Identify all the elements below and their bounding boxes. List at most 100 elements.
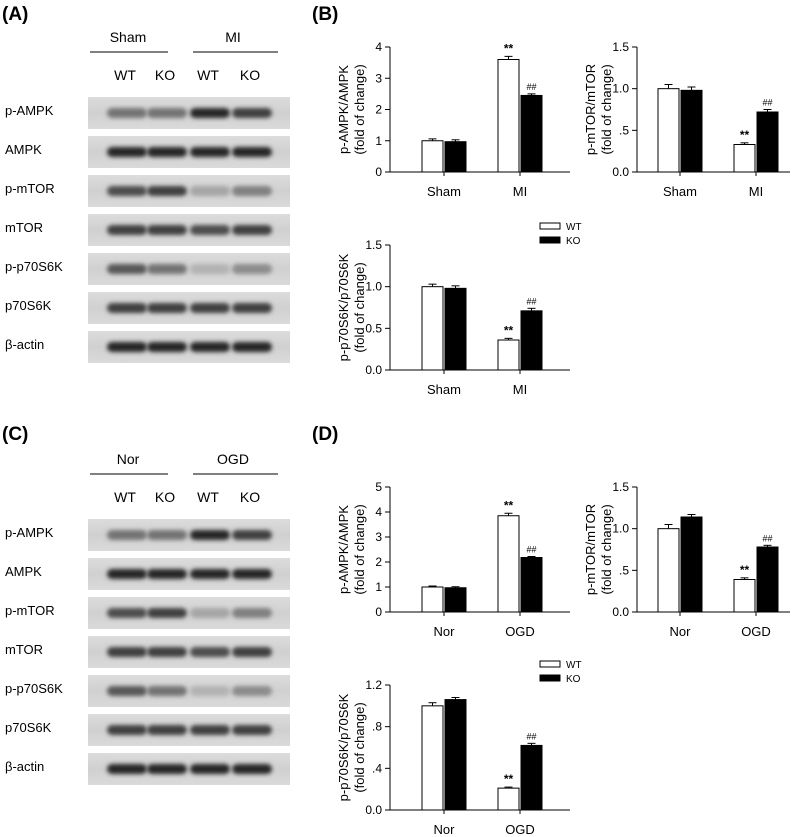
blot-band <box>190 764 230 774</box>
blot-row-label: p-mTOR <box>5 603 55 618</box>
blot-row-label: β-actin <box>5 337 44 352</box>
y-tick-label: 1.0 <box>365 280 382 294</box>
bar <box>657 88 680 173</box>
bar <box>421 140 444 173</box>
blot-band <box>232 686 272 696</box>
y-tick-label: 0.0 <box>612 165 629 179</box>
blot-band <box>107 725 147 735</box>
blot-band <box>147 342 187 352</box>
y-tick-label: 0 <box>375 605 382 619</box>
bar <box>520 744 543 811</box>
y-axis-label: (fold of change) <box>352 64 367 154</box>
legend-d: WT KO <box>539 660 582 685</box>
bar <box>756 546 779 613</box>
y-tick-label: 0 <box>375 165 382 179</box>
group-label: Nor <box>117 451 140 467</box>
y-tick-label: 1.5 <box>612 40 629 54</box>
blot-band <box>147 530 187 540</box>
y-axis-label: p-p70S6K/p70S6K <box>336 693 351 801</box>
y-tick-label: 0.0 <box>365 363 382 377</box>
legend-swatch <box>539 660 561 668</box>
panel-label-c: (C) <box>2 424 28 445</box>
blot-row-label: β-actin <box>5 759 44 774</box>
significance-label: ** <box>504 772 514 786</box>
group-label: Sham <box>110 29 147 45</box>
x-tick-label: Nor <box>434 624 456 639</box>
blot-band <box>232 530 272 540</box>
y-axis-label: p-p70S6K/p70S6K <box>336 253 351 361</box>
blot-band <box>232 342 272 352</box>
significance-label: ## <box>526 296 536 306</box>
blot-band <box>107 764 147 774</box>
y-tick-label: .5 <box>619 563 629 577</box>
blot-band <box>232 108 272 118</box>
blot-row-label: p-p70S6K <box>5 681 63 696</box>
significance-label: ** <box>740 128 750 142</box>
legend-swatch <box>539 236 561 244</box>
bar <box>733 144 756 173</box>
blot-band <box>147 264 187 274</box>
bar <box>497 59 520 173</box>
y-tick-label: 5 <box>375 480 382 494</box>
y-axis-label: p-AMPK/AMPK <box>336 505 351 594</box>
x-tick-label: Sham <box>427 184 461 199</box>
blot-band <box>190 147 230 157</box>
blot-band <box>147 647 187 657</box>
blot-band <box>107 530 147 540</box>
bar <box>497 515 520 613</box>
bar <box>733 579 756 613</box>
y-tick-label: .4 <box>372 761 382 775</box>
blot-row-label: p70S6K <box>5 720 52 735</box>
x-tick-label: Nor <box>670 624 692 639</box>
lane-label: KO <box>155 489 175 505</box>
chart-d-p-ampk: 0 1 2 3 4 5 p-AMPK/AMPK (fold of change) Nor OGD *… <box>336 480 570 639</box>
bar <box>421 286 444 371</box>
lane-label: WT <box>197 489 219 505</box>
y-axis-label: (fold of change) <box>352 262 367 352</box>
x-tick-label: MI <box>513 382 527 397</box>
y-axis-label: (fold of change) <box>599 64 614 154</box>
bar <box>444 287 467 371</box>
blot-band <box>147 764 187 774</box>
blot-band <box>107 647 147 657</box>
chart-b-p-ampk: 0 1 2 3 4 p-AMPK/AMPK (fold of change) Sham MI **… <box>336 40 570 199</box>
legend-swatch <box>539 674 561 682</box>
y-axis-label: p-AMPK/AMPK <box>336 65 351 154</box>
y-tick-label: 1.0 <box>612 522 629 536</box>
chart-d-p-p70s6k: 0.0 .4 .8 1.2 p-p70S6K/p70S6K (fold of change… <box>336 678 570 837</box>
blot-band <box>107 569 147 579</box>
y-tick-label: 1.5 <box>365 238 382 252</box>
legend-b: WT KO <box>539 222 582 247</box>
blot-band <box>107 108 147 118</box>
bar <box>444 699 467 811</box>
blot-row-label: AMPK <box>5 564 42 579</box>
bar <box>444 587 467 613</box>
y-axis-label: p-mTOR/mTOR <box>583 64 598 155</box>
y-tick-label: 1.0 <box>612 82 629 96</box>
bar <box>497 339 520 371</box>
blot-band <box>107 608 147 618</box>
y-tick-label: 2 <box>375 103 382 117</box>
significance-label: ** <box>504 323 514 337</box>
blot-band <box>190 108 230 118</box>
y-tick-label: 0.0 <box>365 803 382 817</box>
blot-row-label: AMPK <box>5 142 42 157</box>
y-tick-label: 1 <box>375 134 382 148</box>
blot-band <box>190 342 230 352</box>
blot-band <box>147 225 187 235</box>
blot-band <box>147 686 187 696</box>
lane-label: WT <box>197 67 219 83</box>
significance-label: ## <box>762 98 772 108</box>
y-axis-label: p-mTOR/mTOR <box>583 504 598 595</box>
bar <box>421 705 444 811</box>
y-axis-label: (fold of change) <box>599 504 614 594</box>
y-tick-label: 0.5 <box>365 321 382 335</box>
blot-band <box>232 764 272 774</box>
blot-band <box>147 186 187 196</box>
bar <box>520 94 543 173</box>
blot-band <box>147 147 187 157</box>
bar <box>680 89 703 173</box>
chart-d-p-mtor: 0.0 .5 1.0 1.5 p-mTOR/mTOR (fold of change) No… <box>583 480 790 639</box>
significance-label: ## <box>762 533 772 543</box>
y-tick-label: 4 <box>375 505 382 519</box>
